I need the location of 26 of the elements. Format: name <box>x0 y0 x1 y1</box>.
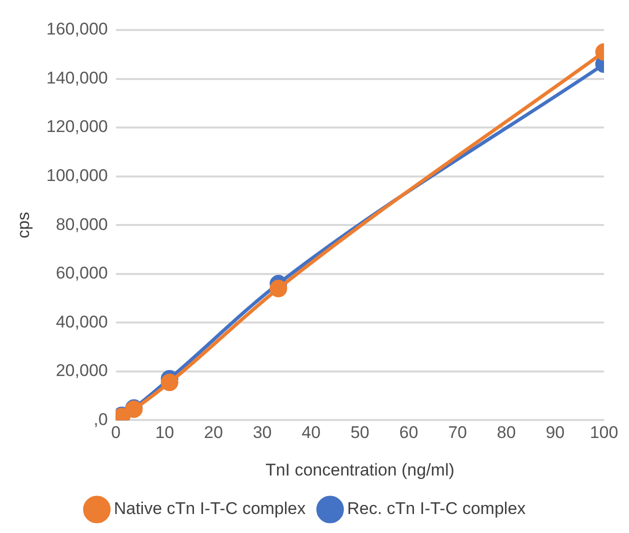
y-tick-label: 80,000 <box>56 214 108 234</box>
y-tick-label: 160,000 <box>46 20 108 39</box>
x-tick-label: 20 <box>204 423 223 442</box>
y-tick-label: 60,000 <box>56 264 108 283</box>
y-tick-label: 120,000 <box>46 117 108 136</box>
x-tick-label: 80 <box>496 423 516 442</box>
x-tick-label: 0 <box>111 423 121 442</box>
legend-label: Native cTn I-T-C complex <box>114 499 306 518</box>
x-tick-label: 40 <box>302 423 321 442</box>
x-tick-label: 70 <box>448 423 468 442</box>
point <box>270 280 288 298</box>
y-tick-label: 20,000 <box>56 361 108 380</box>
y-tick-label: 140,000 <box>46 68 108 88</box>
x-tick-label: 60 <box>399 423 418 442</box>
x-tick-label: 30 <box>252 423 272 442</box>
x-tick-label: 50 <box>350 423 370 442</box>
y-tick-label: ,0 <box>94 410 108 429</box>
x-tick-label: 100 <box>590 423 618 442</box>
y-tick-label: 100,000 <box>46 166 108 186</box>
x-axis-title: TnI concentration (ng/ml) <box>265 460 454 480</box>
x-tick-label: 10 <box>155 423 174 442</box>
point <box>160 374 178 392</box>
y-tick-label: 40,000 <box>56 312 108 332</box>
legend-label: Rec. cTn I-T-C complex <box>347 499 526 518</box>
x-tick-label: 90 <box>546 423 565 442</box>
y-axis-title: cps <box>14 212 33 238</box>
